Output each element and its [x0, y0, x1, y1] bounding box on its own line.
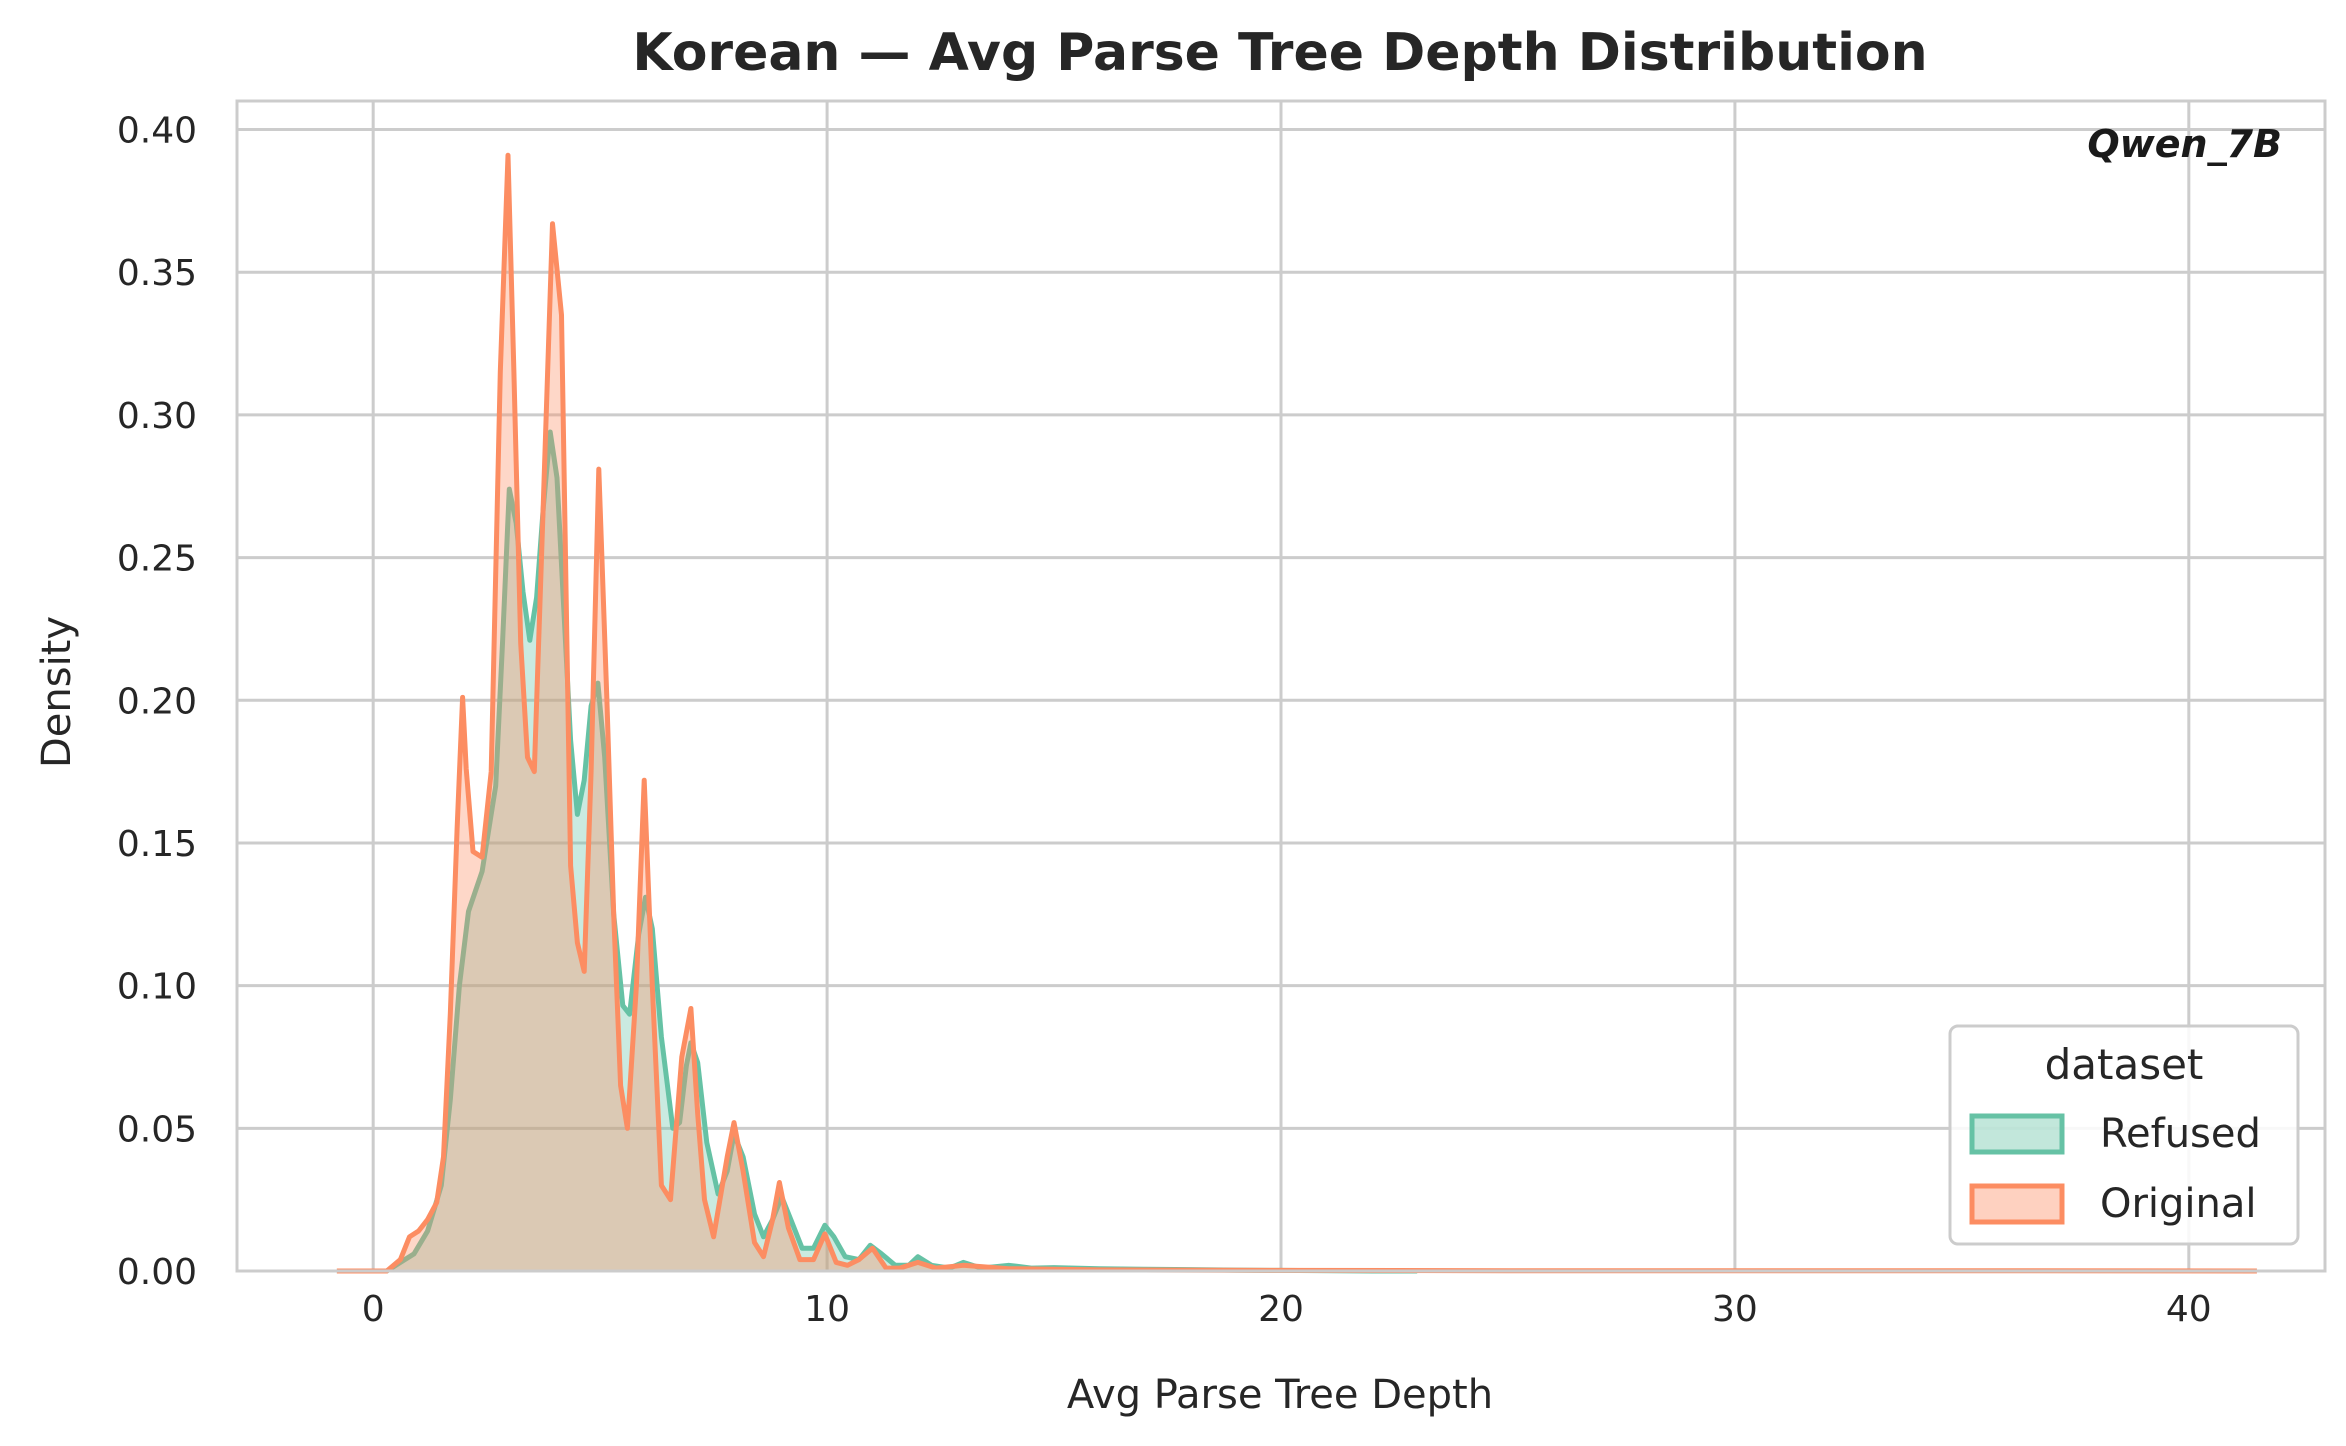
y-axis-label: Density	[34, 616, 80, 768]
legend: dataset Refused Original	[1948, 1024, 2300, 1246]
x-axis-ticks: 0 10 20 30 40	[362, 1289, 2212, 1330]
y-tick-label: 0.40	[117, 111, 197, 152]
legend-label-refused: Refused	[2100, 1111, 2261, 1157]
x-tick-label: 30	[1712, 1289, 1758, 1330]
x-tick-label: 0	[362, 1289, 385, 1330]
legend-swatch-refused	[1969, 1113, 2065, 1155]
legend-label-original: Original	[2100, 1181, 2257, 1227]
y-tick-label: 0.00	[117, 1252, 197, 1293]
legend-box	[1948, 1024, 2300, 1246]
y-tick-label: 0.15	[117, 824, 197, 865]
legend-swatch-original	[1969, 1183, 2065, 1225]
x-tick-label: 20	[1258, 1289, 1304, 1330]
y-tick-label: 0.05	[117, 1109, 197, 1150]
y-axis-ticks: 0.00 0.05 0.10 0.15 0.20 0.25 0.30 0.35 0.40	[117, 111, 197, 1293]
density-fill-original	[336, 155, 2257, 1272]
y-tick-label: 0.10	[117, 967, 197, 1008]
chart-title: Korean — Avg Parse Tree Depth Distributi…	[632, 23, 1927, 83]
x-tick-label: 40	[2166, 1289, 2212, 1330]
density-fill-refused	[336, 432, 1418, 1271]
x-axis-label: Avg Parse Tree Depth	[1067, 1372, 1493, 1418]
y-tick-label: 0.20	[117, 681, 197, 722]
legend-title: dataset	[2045, 1040, 2204, 1089]
y-tick-label: 0.25	[117, 539, 197, 580]
series-layer	[336, 152, 2257, 1274]
y-tick-label: 0.35	[117, 253, 197, 294]
model-annotation: Qwen_7B	[2087, 122, 2282, 166]
density-line-original	[336, 152, 2257, 1274]
plot-frame	[235, 99, 2327, 1273]
x-tick-label: 10	[804, 1289, 850, 1330]
y-tick-label: 0.30	[117, 396, 197, 437]
